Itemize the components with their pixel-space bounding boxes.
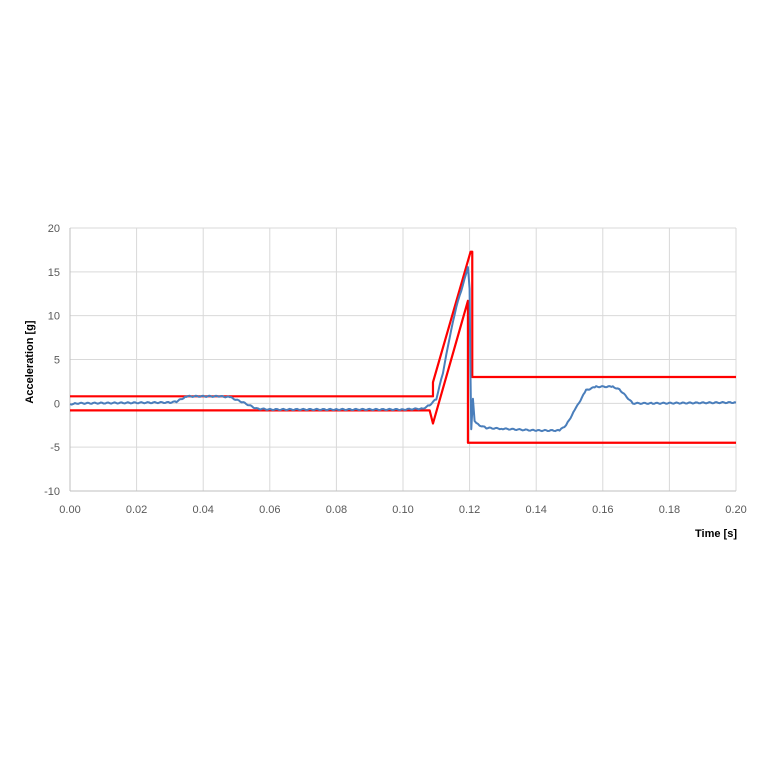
x-tick-label: 0.00 xyxy=(59,504,80,516)
lower-corridor-line xyxy=(70,299,736,444)
tick-labels: 0.00 0.02 0.04 0.06 0.08 0.10 0.12 0.14 0.16 0.18… xyxy=(44,223,747,516)
y-tick-label: 5 xyxy=(54,355,60,367)
y-tick-label: 0 xyxy=(54,398,60,410)
x-tick-label: 0.08 xyxy=(326,504,347,516)
y-tick-label: 10 xyxy=(48,311,60,323)
x-tick-label: 0.20 xyxy=(725,504,746,516)
x-tick-label: 0.12 xyxy=(459,504,480,516)
measured-acceleration-line xyxy=(69,266,737,433)
upper-corridor-line xyxy=(70,250,736,398)
y-axis-title: Acceleration [g] xyxy=(24,320,36,403)
x-tick-label: 0.10 xyxy=(392,504,413,516)
x-axis-title: Time [s] xyxy=(695,528,737,540)
y-tick-label: -10 xyxy=(44,486,60,498)
data-series xyxy=(69,250,737,444)
x-tick-label: 0.16 xyxy=(592,504,613,516)
y-tick-label: -5 xyxy=(50,442,60,454)
x-tick-label: 0.02 xyxy=(126,504,147,516)
x-tick-label: 0.14 xyxy=(525,504,546,516)
grid-lines xyxy=(70,227,737,491)
x-tick-label: 0.18 xyxy=(659,504,680,516)
axes xyxy=(69,228,736,492)
y-tick-label: 20 xyxy=(48,223,60,235)
x-tick-label: 0.06 xyxy=(259,504,280,516)
y-tick-label: 15 xyxy=(48,267,60,279)
x-tick-label: 0.04 xyxy=(192,504,213,516)
